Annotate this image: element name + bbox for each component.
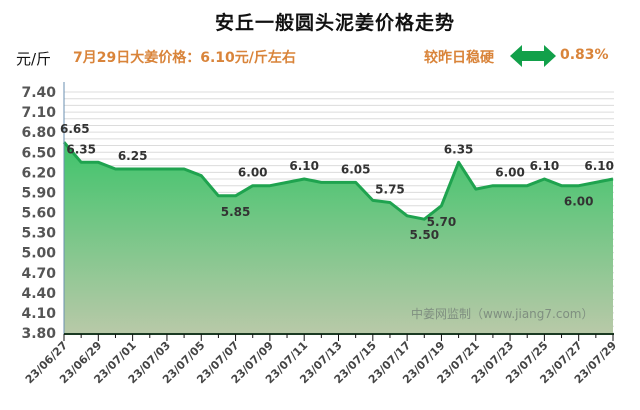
y-tick-label: 6.20 <box>21 165 56 181</box>
data-label: 6.35 <box>444 142 474 156</box>
data-label: 5.50 <box>409 228 439 242</box>
data-label: 5.75 <box>375 182 405 196</box>
y-tick-label: 6.50 <box>21 145 56 161</box>
y-tick-label: 5.90 <box>21 185 56 201</box>
y-axis-ticks: 7.40 7.10 6.80 6.50 6.20 5.90 5.60 5.30 5.00 4.70… <box>21 85 56 342</box>
data-label: 6.10 <box>289 159 319 173</box>
data-label: 6.25 <box>118 149 148 163</box>
data-label: 6.10 <box>584 159 614 173</box>
change-percent: 0.83% <box>560 47 609 63</box>
compare-text: 较昨日稳硬 <box>424 50 494 66</box>
y-tick-label: 7.40 <box>21 85 56 101</box>
y-tick-label: 6.80 <box>21 125 56 141</box>
y-tick-label: 5.60 <box>21 206 56 222</box>
y-tick-label: 4.70 <box>21 266 56 282</box>
price-note: 7月29日大姜价格：6.10元/斤左右 <box>73 50 296 66</box>
data-label: 5.85 <box>221 205 251 219</box>
x-axis-ticks: 23/06/2723/06/2923/07/0123/07/0323/07/05… <box>23 334 619 386</box>
y-tick-label: 4.10 <box>21 306 56 322</box>
data-label: 6.00 <box>238 166 268 180</box>
data-label: 5.70 <box>427 215 457 229</box>
data-label: 6.35 <box>66 142 96 156</box>
y-tick-label: 4.40 <box>21 286 56 302</box>
y-tick-label: 5.30 <box>21 226 56 242</box>
data-label: 6.10 <box>530 159 560 173</box>
chart-title: 安丘一般圆头泥姜价格走势 <box>214 12 455 34</box>
data-labels: 6.65 6.35 6.25 5.85 6.00 6.10 6.05 5.75 5.505.70… <box>60 122 614 242</box>
data-label: 6.00 <box>564 195 594 209</box>
price-line <box>62 141 614 221</box>
y-tick-label: 5.00 <box>21 246 56 262</box>
data-label: 6.00 <box>495 166 525 180</box>
unit-label: 元/斤 <box>16 50 52 68</box>
y-tick-label: 3.80 <box>21 326 56 342</box>
data-label: 6.65 <box>60 122 90 136</box>
y-tick-label: 7.10 <box>21 105 56 121</box>
data-label: 6.05 <box>341 162 371 176</box>
watermark: 中姜网监制（www.jiang7.com） <box>411 306 593 321</box>
double-arrow-icon <box>510 45 556 67</box>
